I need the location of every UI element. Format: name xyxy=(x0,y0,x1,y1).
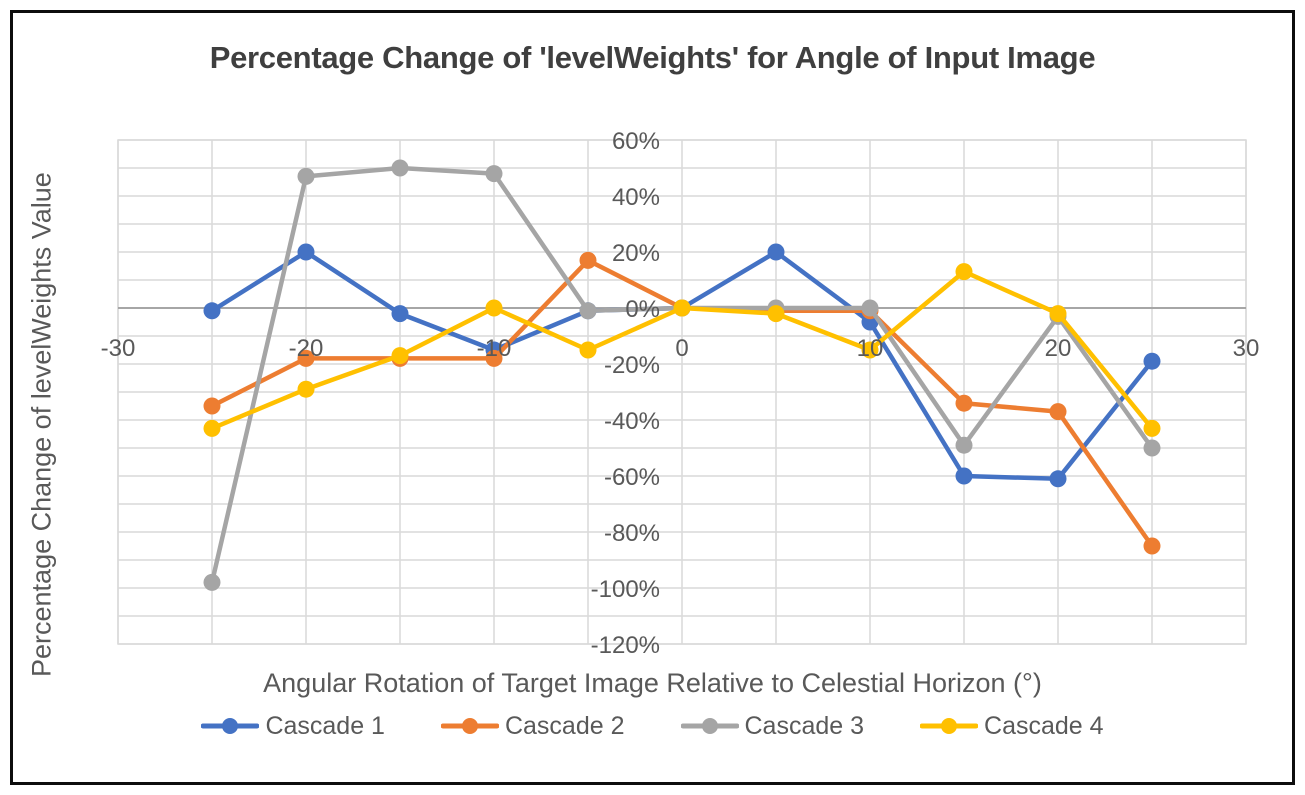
data-point-cascade-3 xyxy=(297,167,315,185)
data-point-cascade-3 xyxy=(579,302,597,320)
data-point-cascade-3 xyxy=(861,299,879,317)
axis-tick-labels: -30 -20 -10 0 10 20 30 60% 40% 20% 0% -20% -40% -60% -… xyxy=(101,128,1260,659)
legend-label: Cascade 1 xyxy=(265,711,385,740)
x-tick-label: -10 xyxy=(477,335,512,362)
data-point-cascade-2 xyxy=(203,397,221,415)
x-tick-label: 30 xyxy=(1233,335,1260,362)
data-point-cascade-4 xyxy=(391,347,409,365)
chart-title: Percentage Change of 'levelWeights' for … xyxy=(209,40,1096,75)
data-point-cascade-4 xyxy=(579,341,597,359)
data-point-cascade-4 xyxy=(861,341,879,359)
legend-swatch-dot xyxy=(461,718,478,734)
data-point-cascade-4 xyxy=(955,263,973,281)
series-cascade-4 xyxy=(203,263,1161,437)
legend-line-marker-swatch xyxy=(440,718,499,734)
data-point-cascade-1 xyxy=(297,243,315,261)
legend-item-cascade-1: Cascade 1 xyxy=(201,712,385,741)
x-tick-label: -30 xyxy=(101,335,136,362)
data-point-cascade-2 xyxy=(485,349,503,367)
data-point-cascade-2 xyxy=(579,251,597,269)
data-point-cascade-4 xyxy=(1143,419,1161,437)
data-point-cascade-2 xyxy=(297,349,315,367)
data-point-cascade-3 xyxy=(391,159,409,177)
x-tick-label: 20 xyxy=(1045,335,1072,362)
y-tick-label: -80% xyxy=(604,520,660,547)
data-point-cascade-1 xyxy=(767,243,785,261)
y-tick-label: -40% xyxy=(604,408,660,435)
x-tick-label: -20 xyxy=(289,335,324,362)
legend-swatch-dot xyxy=(941,718,958,734)
x-axis-title: Angular Rotation of Target Image Relativ… xyxy=(263,668,1042,698)
data-point-cascade-4 xyxy=(297,380,315,398)
gridlines xyxy=(117,139,1247,645)
legend-swatch-dot xyxy=(222,718,239,734)
data-point-cascade-1 xyxy=(955,467,973,485)
data-point-cascade-1 xyxy=(391,305,409,323)
data-point-cascade-1 xyxy=(1143,352,1161,370)
data-point-cascade-4 xyxy=(1049,305,1067,323)
legend-item-cascade-2: Cascade 2 xyxy=(440,711,625,741)
data-point-cascade-1 xyxy=(203,302,221,320)
data-point-cascade-4 xyxy=(767,305,785,323)
legend-label: Cascade 4 xyxy=(984,711,1104,740)
x-tick-label: 10 xyxy=(857,335,884,362)
data-point-cascade-4 xyxy=(673,299,691,317)
data-point-cascade-4 xyxy=(203,419,221,437)
legend: Cascade 1 Cascade 2 Cascade 3 Cascade 4 xyxy=(0,706,1305,746)
legend-swatch-dot xyxy=(701,718,718,734)
data-point-cascade-2 xyxy=(1049,403,1067,421)
y-axis-title: Percentage Change of levelWeights Value xyxy=(26,172,57,678)
data-point-cascade-1 xyxy=(1049,470,1067,488)
legend-item-cascade-3: Cascade 3 xyxy=(680,711,865,741)
legend-line-marker-swatch xyxy=(920,718,979,734)
data-point-cascade-4 xyxy=(485,299,503,317)
y-tick-label: -20% xyxy=(604,352,660,379)
data-point-cascade-2 xyxy=(1143,537,1161,555)
y-tick-label: 20% xyxy=(612,240,660,267)
plot-border xyxy=(117,139,1247,645)
legend-label: Cascade 2 xyxy=(504,711,625,740)
data-point-cascade-3 xyxy=(485,165,503,183)
data-point-cascade-3 xyxy=(955,436,973,454)
y-tick-label: -100% xyxy=(591,576,660,603)
y-tick-label: 0% xyxy=(625,296,660,323)
legend-label: Cascade 3 xyxy=(744,711,865,740)
data-point-cascade-3 xyxy=(1143,439,1161,457)
y-tick-label: -60% xyxy=(604,464,660,491)
data-point-cascade-3 xyxy=(203,573,221,591)
y-tick-label: 60% xyxy=(612,128,660,155)
legend-line-marker-swatch xyxy=(201,718,260,734)
y-tick-label: 40% xyxy=(612,184,660,211)
y-tick-label: -120% xyxy=(591,632,660,659)
data-point-cascade-2 xyxy=(955,394,973,412)
x-tick-label: 0 xyxy=(675,335,688,362)
legend-item-cascade-4: Cascade 4 xyxy=(920,712,1104,741)
legend-line-marker-swatch xyxy=(680,718,739,734)
